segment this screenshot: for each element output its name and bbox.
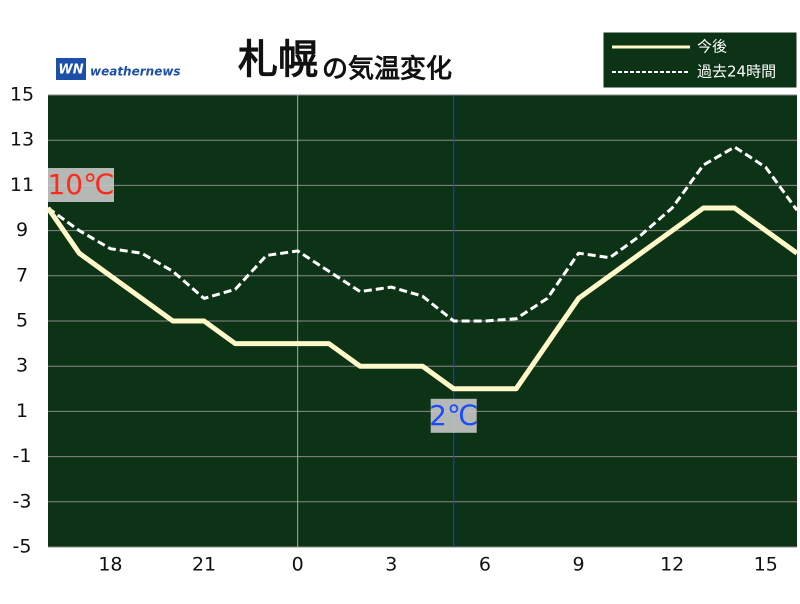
y-tick-label: 13 xyxy=(10,129,34,151)
annotation: 2℃ xyxy=(429,399,478,432)
y-tick-label: -3 xyxy=(13,490,32,512)
logo-mark: WN xyxy=(58,63,83,78)
legend-label: 過去24時間 xyxy=(697,63,776,81)
logo-text: weathernews xyxy=(90,65,181,79)
annotation-bg xyxy=(430,398,477,433)
x-tick-label: 3 xyxy=(385,554,397,576)
chart-subtitle: の気温変化 xyxy=(322,54,452,85)
logo-box xyxy=(56,58,86,80)
y-tick-label: 5 xyxy=(16,310,28,332)
x-tick-label: 9 xyxy=(572,554,584,576)
y-tick-label: -5 xyxy=(13,536,32,558)
series-line xyxy=(45,205,799,392)
y-tick-label: 15 xyxy=(10,84,34,106)
y-tick-label: 7 xyxy=(16,264,28,286)
y-tick-label: 3 xyxy=(16,355,28,377)
y-tick-label: 9 xyxy=(16,219,28,241)
legend-box xyxy=(602,31,798,89)
x-tick-label: 6 xyxy=(479,554,491,576)
annotation-bg xyxy=(48,168,114,202)
y-tick-label: 1 xyxy=(16,400,28,422)
chart-title: 札幌 xyxy=(238,37,318,83)
x-tick-label: 12 xyxy=(660,554,684,576)
x-tick-label: 0 xyxy=(292,554,304,576)
series-line xyxy=(47,145,799,323)
legend-label: 今後 xyxy=(697,38,727,56)
annotation: 10℃ xyxy=(47,168,114,201)
x-tick-label: 21 xyxy=(192,554,216,576)
y-tick-label: -1 xyxy=(13,445,32,467)
y-tick-label: 11 xyxy=(10,174,34,196)
x-tick-label: 15 xyxy=(754,554,778,576)
x-tick-label: 18 xyxy=(98,554,122,576)
